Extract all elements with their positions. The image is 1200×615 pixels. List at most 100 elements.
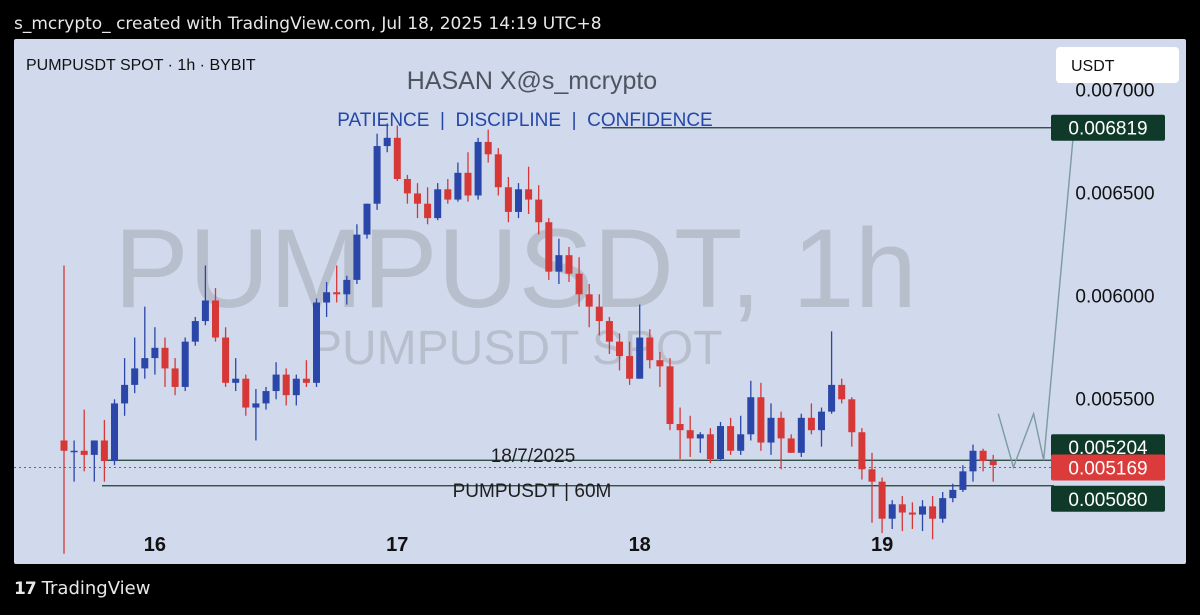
watermark-main: PUMPUSDT, 1h: [114, 206, 917, 331]
candle-body: [464, 172, 472, 196]
candle-body: [111, 403, 118, 462]
candle-body: [908, 512, 916, 515]
candle-body: [343, 279, 351, 295]
chart-credit-header: s_mcrypto_ created with TradingView.com,…: [14, 14, 602, 34]
symbol-label[interactable]: PUMPUSDT SPOT · 1h · BYBIT: [26, 57, 256, 74]
candle-body: [353, 234, 361, 280]
candle-body: [232, 378, 240, 383]
candle-body: [151, 347, 159, 359]
candle-body: [747, 397, 755, 435]
candle-body: [777, 417, 785, 439]
y-tick-label: 0.006500: [1075, 183, 1154, 204]
candle-body: [767, 417, 775, 443]
candle-body: [242, 378, 250, 408]
candle-body: [585, 294, 593, 307]
candle-body: [888, 504, 896, 519]
x-axis[interactable]: 16 17 18 19: [144, 534, 893, 556]
candle-body: [939, 498, 947, 519]
currency-box[interactable]: USDT: [1056, 47, 1179, 83]
text-annotations: PUMPUSDT SPOT · 1h · BYBIT HASAN X@s_mcr…: [26, 57, 713, 502]
x-tick-label: 16: [144, 534, 166, 556]
candle-body: [302, 378, 310, 383]
candle-body: [989, 461, 997, 466]
price-tag-bg: [1051, 454, 1165, 481]
candle-body: [282, 374, 290, 396]
candle-body: [131, 368, 139, 385]
candle-body: [383, 137, 391, 147]
price-tag-bg: [1051, 114, 1165, 141]
candle-body: [555, 255, 563, 272]
candle-body: [858, 432, 866, 470]
candle-body: [605, 321, 613, 342]
candle-body: [494, 154, 502, 188]
candle-body: [646, 337, 654, 361]
candle-body: [666, 366, 674, 424]
candle-body: [403, 179, 411, 194]
candle-body: [727, 426, 735, 451]
chart-panel[interactable]: PUMPUSDT, 1h PUMPUSDT SPOT PUMPUSDT SPOT…: [14, 39, 1186, 564]
annotation-pair: PUMPUSDT | 60M: [453, 481, 612, 502]
candle-body: [696, 434, 704, 439]
candle-body: [252, 403, 260, 408]
candle-body: [393, 137, 401, 179]
price-tag-bg: [1051, 485, 1165, 512]
candle-body: [201, 300, 209, 322]
candle-body: [969, 450, 977, 472]
candle-body: [595, 306, 603, 322]
watermark: PUMPUSDT, 1h PUMPUSDT SPOT: [114, 206, 917, 375]
candle-body: [171, 368, 179, 387]
price-tag-label: 0.005204: [1068, 438, 1148, 459]
candle-body: [706, 434, 714, 459]
candle-body: [626, 356, 634, 379]
candle-body: [141, 358, 149, 369]
candle-body: [504, 187, 512, 212]
price-tag-label: 0.006819: [1068, 119, 1147, 140]
projection-line: [997, 127, 1075, 470]
y-axis[interactable]: 0.005500 0.006000 0.006500 0.007000 0.006819…: [1051, 80, 1165, 512]
candle-body: [656, 360, 664, 367]
candle-body: [898, 504, 906, 513]
candlestick-chart[interactable]: PUMPUSDT, 1h PUMPUSDT SPOT PUMPUSDT SPOT…: [14, 39, 1186, 564]
candle-body: [565, 255, 573, 274]
candle-body: [545, 222, 553, 272]
price-tag-label: 0.005169: [1068, 458, 1147, 479]
candle-body: [919, 506, 926, 515]
currency-label[interactable]: USDT: [1071, 58, 1115, 75]
candle-body: [474, 141, 482, 196]
candle-body: [676, 424, 684, 431]
candle-body: [363, 203, 371, 235]
candles: [60, 123, 997, 554]
candle-body: [737, 434, 745, 451]
candle-body: [70, 450, 78, 453]
candle-body: [262, 391, 270, 404]
currency-box-bg[interactable]: [1056, 47, 1179, 83]
candle-body: [525, 189, 533, 200]
candle-body: [90, 440, 98, 455]
candle-body: [535, 199, 543, 223]
candle-body: [636, 337, 644, 379]
candle-body: [191, 321, 199, 342]
candle-body: [292, 378, 300, 396]
candle-body: [686, 430, 694, 439]
candle-body: [373, 146, 381, 204]
x-tick-label: 19: [871, 534, 893, 556]
candle-body: [484, 141, 492, 155]
candle-body: [616, 341, 623, 357]
candle-body: [121, 384, 129, 404]
candle-body: [717, 426, 724, 459]
candle-body: [807, 417, 815, 431]
tradingview-logo-icon: 17: [14, 578, 37, 599]
candle-body: [454, 172, 462, 200]
candle-body: [222, 337, 230, 383]
y-tick-label: 0.007000: [1075, 80, 1154, 101]
candle-body: [80, 450, 88, 455]
x-tick-label: 17: [386, 534, 408, 556]
candle-body: [848, 399, 856, 433]
candle-body: [787, 438, 795, 453]
candle-body: [868, 469, 876, 482]
candle-body: [949, 489, 957, 499]
candle-body: [959, 471, 967, 490]
candle-body: [575, 273, 583, 295]
candle-body: [60, 440, 68, 451]
chart-subtitle: PATIENCE | DISCIPLINE | CONFIDENCE: [337, 110, 713, 131]
